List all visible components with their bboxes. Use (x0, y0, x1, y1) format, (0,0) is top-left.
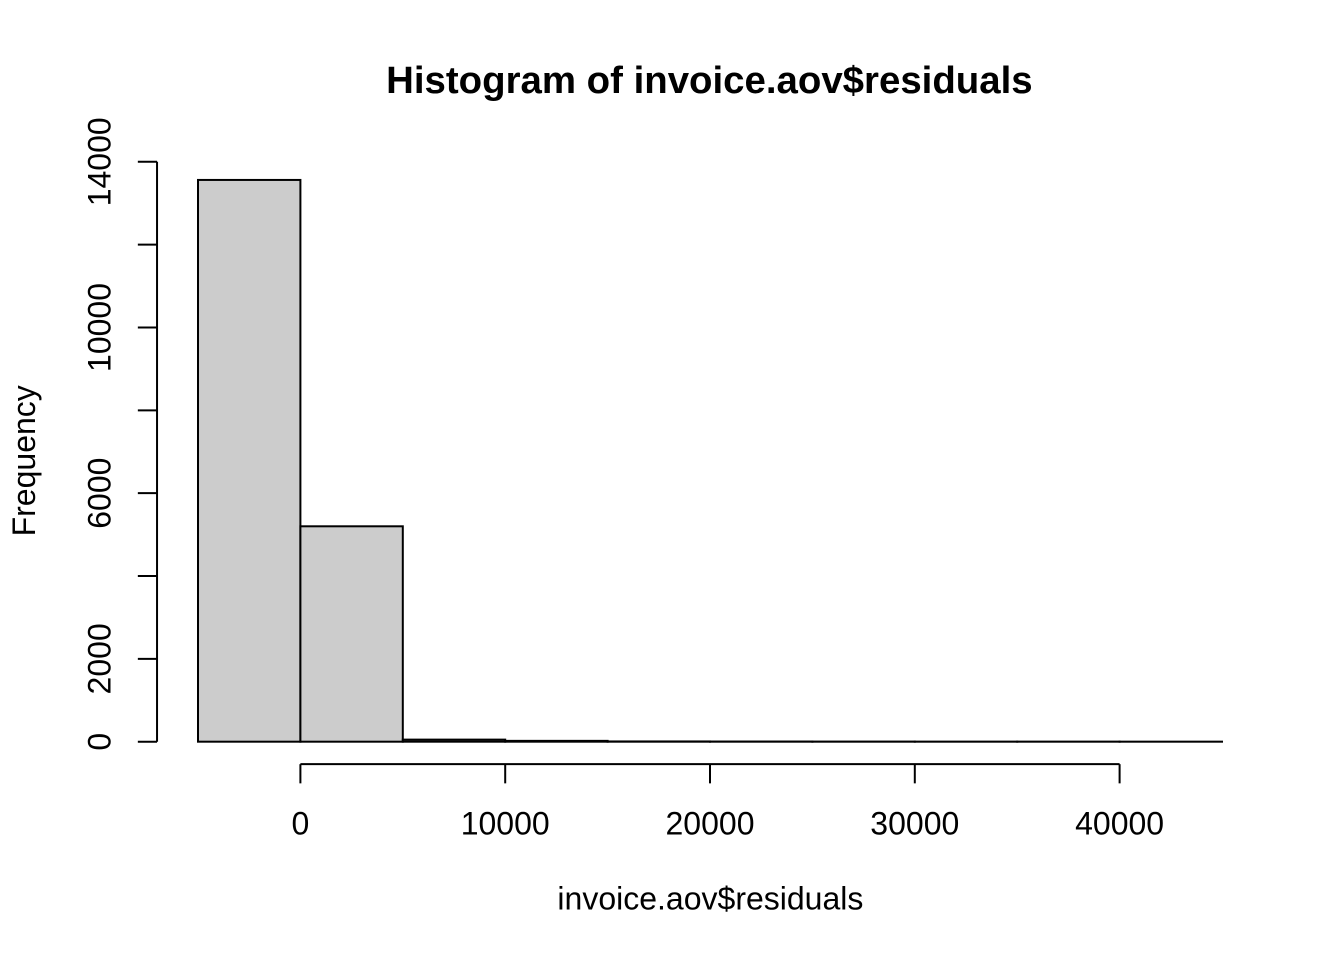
svg-text:Histogram of invoice.aov$resid: Histogram of invoice.aov$residuals (386, 59, 1032, 102)
svg-text:10000: 10000 (461, 805, 550, 841)
svg-text:30000: 30000 (870, 805, 959, 841)
svg-text:40000: 40000 (1075, 805, 1164, 841)
svg-text:0: 0 (81, 733, 117, 751)
svg-text:6000: 6000 (81, 458, 117, 529)
svg-text:10000: 10000 (81, 283, 117, 372)
svg-text:0: 0 (292, 805, 310, 841)
svg-text:invoice.aov$residuals: invoice.aov$residuals (557, 881, 863, 917)
svg-text:2000: 2000 (81, 623, 117, 694)
svg-text:20000: 20000 (666, 805, 755, 841)
svg-text:Frequency: Frequency (6, 385, 42, 536)
svg-text:14000: 14000 (81, 117, 117, 206)
